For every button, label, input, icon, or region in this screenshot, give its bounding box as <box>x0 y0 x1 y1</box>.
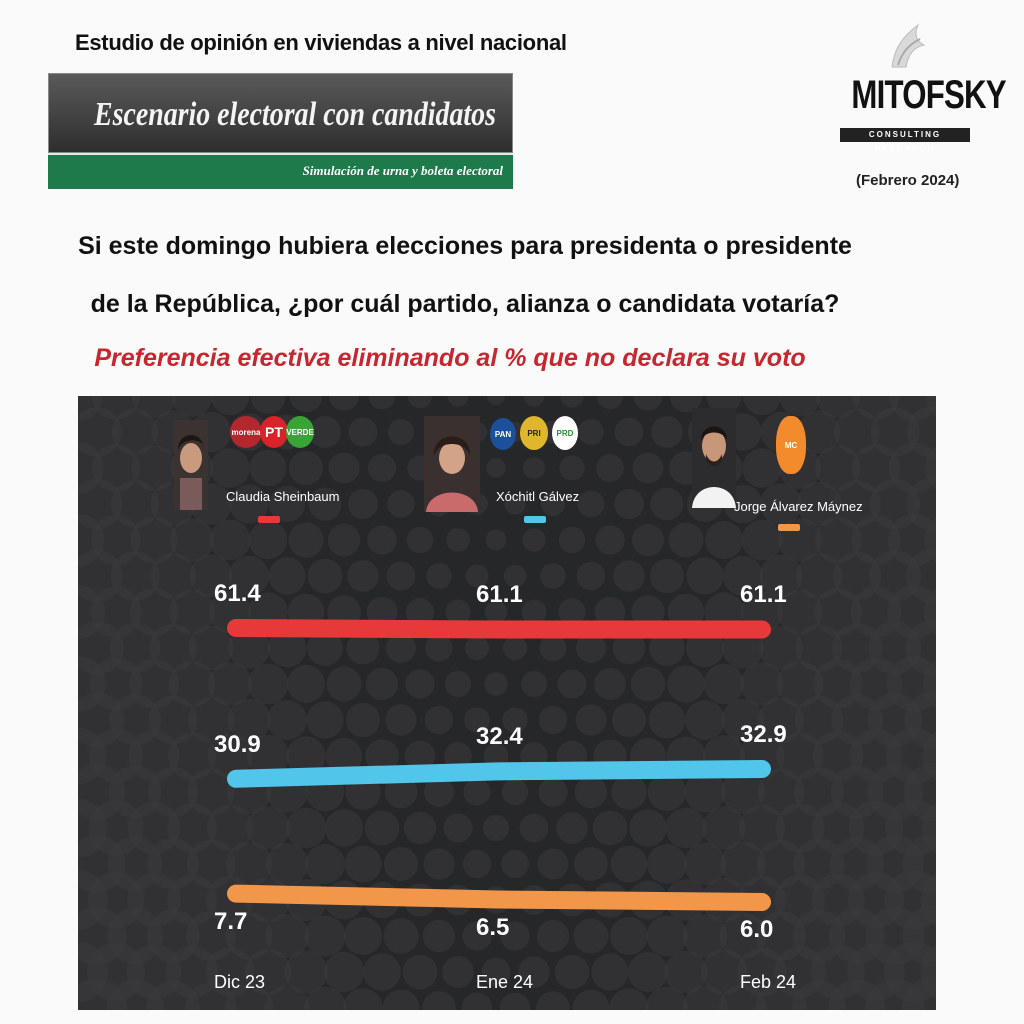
series-line-1 <box>227 619 771 639</box>
trend-lines-chart <box>227 619 771 911</box>
data-label-s2-p2: 32.4 <box>476 723 523 751</box>
mitofsky-logo: MITOFSKY CONSULTING RESEARCH <box>836 15 1007 155</box>
party-verde-icon: VERDE <box>286 416 314 448</box>
portrait-sheinbaum <box>174 420 208 510</box>
data-label-s1-p1: 61.4 <box>214 580 261 607</box>
legend-swatch-sheinbaum <box>258 516 280 523</box>
data-label-s1-p2: 61.1 <box>476 581 523 609</box>
data-label-s3-p2: 6.5 <box>476 913 510 941</box>
candidate-name-galvez: Xóchitl Gálvez <box>496 489 580 504</box>
data-label-s2-p1: 30.9 <box>214 730 261 758</box>
party-morena-icon: morena <box>230 416 262 448</box>
study-caption: Estudio de opinión en viviendas a nivel … <box>75 30 567 55</box>
logo-tagline: CONSULTING RESEARCH <box>840 128 970 153</box>
chart-panel: morena PT VERDE Claudia Sheinbaum PAN PR… <box>78 396 936 1010</box>
party-mc-icon: MC <box>776 416 806 474</box>
data-label-s3-p3: 6.0 <box>740 916 774 943</box>
logo-name: MITOFSKY <box>851 73 1006 117</box>
banner-green-band: Simulación de urna y boleta electoral <box>48 153 513 189</box>
party-pri-icon: PRI <box>520 416 548 450</box>
banner-dark-band: Escenario electoral con candidatos <box>48 73 513 153</box>
data-label-s2-p3: 32.9 <box>740 720 787 748</box>
legend-swatch-maynez <box>778 524 800 531</box>
portrait-maynez <box>692 408 736 508</box>
chart-note: Preferencia efectiva eliminando al % que… <box>94 344 806 372</box>
banner-title: Escenario electoral con candidatos <box>94 96 496 133</box>
question-line-2: de la República, ¿por cuál partido, alia… <box>90 290 840 318</box>
candidate-name-maynez: Jorge Álvarez Máynez <box>734 499 863 514</box>
x-tick-label-1: Dic 23 <box>214 972 266 992</box>
title-banner: Escenario electoral con candidatos Simul… <box>48 73 513 191</box>
candidate-name-sheinbaum: Claudia Sheinbaum <box>226 489 340 504</box>
data-label-s3-p1: 7.7 <box>214 907 248 935</box>
data-label-s1-p3: 61.1 <box>740 581 787 609</box>
party-prd-icon: PRD <box>552 416 578 450</box>
legend-swatch-galvez <box>524 516 546 523</box>
x-tick-label-3: Feb 24 <box>740 972 797 992</box>
series-line-3 <box>227 884 771 911</box>
x-tick-label-2: Ene 24 <box>476 972 534 992</box>
survey-date: (Febrero 2024) <box>856 172 960 189</box>
party-pt-icon: PT <box>260 416 288 448</box>
logo-bird-icon <box>891 23 926 68</box>
party-pan-icon: PAN <box>490 418 516 450</box>
portrait-galvez <box>424 416 480 512</box>
series-line-2 <box>227 760 771 788</box>
question-line-1: Si este domingo hubiera elecciones para … <box>78 232 852 260</box>
banner-subtitle: Simulación de urna y boleta electoral <box>302 163 503 178</box>
